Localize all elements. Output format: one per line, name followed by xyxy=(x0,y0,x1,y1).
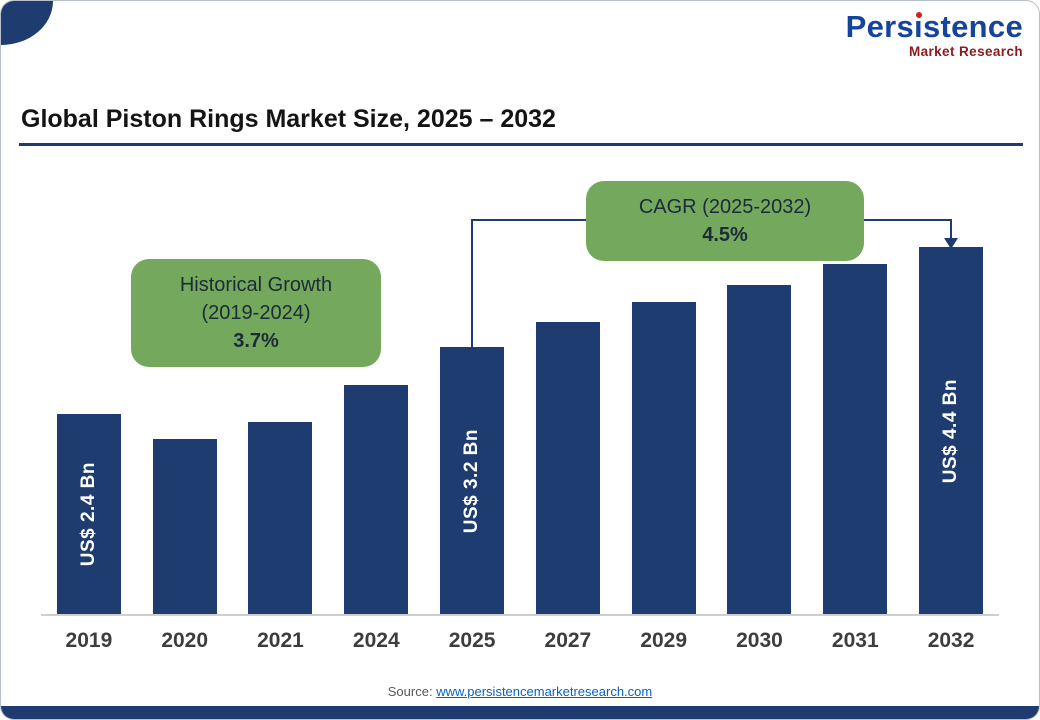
historical-growth-value: 3.7% xyxy=(233,330,279,352)
bar-slot: US$ 3.2 Bn xyxy=(424,347,520,614)
bar-2020 xyxy=(152,439,217,614)
bar-slot xyxy=(328,384,424,614)
x-axis-label-2025: 2025 xyxy=(448,629,496,652)
bar-2027 xyxy=(535,322,600,614)
logo-red-dot-i: ı xyxy=(914,9,923,44)
historical-growth-line1: Historical Growth xyxy=(179,274,333,296)
x-axis-label-2019: 2019 xyxy=(65,629,113,652)
title-underline-divider xyxy=(19,143,1023,146)
source-line: Source: www.persistencemarketresearch.co… xyxy=(1,684,1039,699)
cagr-connector-line xyxy=(471,219,474,350)
bar-slot: US$ 2.4 Bn xyxy=(41,414,137,614)
x-axis-label-2030: 2030 xyxy=(736,629,783,652)
bar-slot xyxy=(712,284,808,614)
x-axis-label-2027: 2027 xyxy=(544,629,592,652)
x-axis-label-2029: 2029 xyxy=(640,629,688,652)
company-logo: Persıstence Market Research xyxy=(846,11,1023,59)
plot-area: US$ 2.4 Bn US$ 3.2 Bn US$ 4.4 Bn xyxy=(41,216,999,616)
bar-slot xyxy=(137,439,233,614)
bar-2030 xyxy=(727,284,792,614)
logo-brand-text: Persıstence xyxy=(845,9,1023,44)
source-link[interactable]: www.persistencemarketresearch.com xyxy=(436,684,653,699)
cagr-value: 4.5% xyxy=(702,224,748,246)
logo-subtitle: Market Research xyxy=(908,44,1023,59)
x-axis-label-2020: 2020 xyxy=(161,629,209,652)
bar-2021 xyxy=(248,422,313,614)
bar-2019: US$ 2.4 Bn xyxy=(56,414,121,614)
bottom-accent-bar xyxy=(1,706,1039,719)
cagr-connector-arrowhead xyxy=(944,238,959,250)
x-axis-label-2032: 2032 xyxy=(927,629,975,652)
x-axis: 2019 2020 2021 2024 2025 2027 2029 2030 2031 2032 xyxy=(41,621,999,661)
x-axis-label-2024: 2024 xyxy=(352,629,400,652)
bar-chart: US$ 2.4 Bn US$ 3.2 Bn US$ 4.4 Bn 2019 2020 2… xyxy=(41,171,999,661)
bar-2025: US$ 3.2 Bn xyxy=(440,347,505,614)
bar-slot xyxy=(233,422,329,614)
bar-slot xyxy=(807,264,903,614)
bar-slot xyxy=(520,322,616,614)
cagr-connector-line xyxy=(950,219,953,241)
bar-slot xyxy=(616,301,712,614)
source-label: Source: xyxy=(387,684,433,699)
bar-2031 xyxy=(823,264,888,614)
bar-2024 xyxy=(344,384,409,614)
corner-accent-shape xyxy=(1,1,53,45)
bar-slot: US$ 4.4 Bn xyxy=(903,247,999,614)
x-axis-label-2031: 2031 xyxy=(831,629,879,652)
chart-title: Global Piston Rings Market Size, 2025 – … xyxy=(21,105,556,133)
x-axis-label-2021: 2021 xyxy=(257,629,304,652)
bar-2032: US$ 4.4 Bn xyxy=(919,247,984,614)
bar-value-label: US$ 2.4 Bn xyxy=(77,461,99,567)
bar-value-label: US$ 4.4 Bn xyxy=(940,378,962,483)
historical-growth-callout: Historical Growth (2019-2024) 3.7% xyxy=(131,259,381,367)
bar-2029 xyxy=(631,301,696,614)
cagr-callout: CAGR (2025-2032) 4.5% xyxy=(586,181,864,261)
cagr-line1: CAGR (2025-2032) xyxy=(638,196,812,218)
bar-value-label: US$ 3.2 Bn xyxy=(461,428,483,533)
historical-growth-line2: (2019-2024) xyxy=(201,302,311,324)
